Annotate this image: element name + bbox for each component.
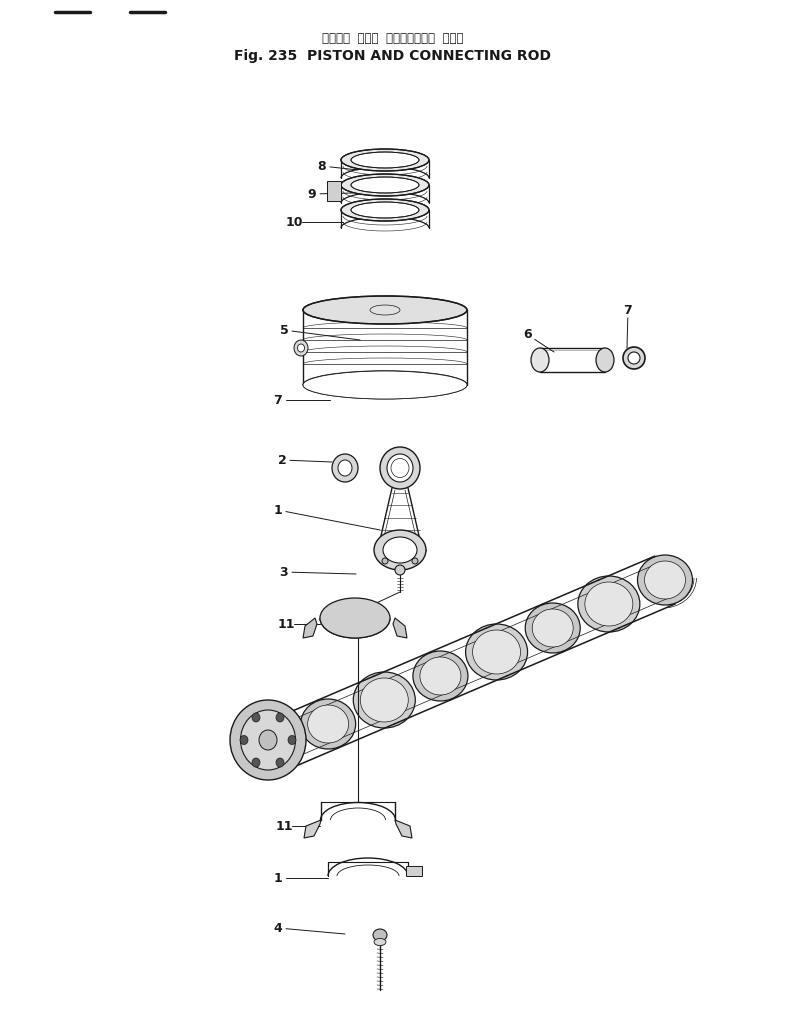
Text: Fig. 235  PISTON AND CONNECTING ROD: Fig. 235 PISTON AND CONNECTING ROD [235, 49, 552, 63]
Ellipse shape [395, 565, 405, 575]
Text: 11: 11 [276, 819, 293, 832]
Ellipse shape [303, 371, 467, 399]
Ellipse shape [338, 460, 352, 476]
Ellipse shape [413, 651, 468, 701]
Ellipse shape [351, 152, 419, 168]
Ellipse shape [241, 720, 303, 776]
Polygon shape [304, 820, 321, 838]
Polygon shape [395, 820, 412, 838]
Ellipse shape [252, 758, 260, 767]
Ellipse shape [525, 603, 580, 653]
Ellipse shape [303, 296, 467, 324]
Ellipse shape [240, 710, 295, 770]
Ellipse shape [623, 347, 645, 369]
Ellipse shape [308, 705, 349, 743]
Ellipse shape [276, 758, 284, 767]
Ellipse shape [380, 447, 420, 489]
Text: 4: 4 [274, 922, 283, 934]
Ellipse shape [644, 561, 685, 599]
Ellipse shape [628, 352, 640, 364]
Ellipse shape [341, 149, 429, 171]
Ellipse shape [353, 672, 415, 728]
Ellipse shape [578, 576, 640, 632]
Ellipse shape [288, 736, 296, 745]
Ellipse shape [259, 730, 277, 750]
Ellipse shape [294, 340, 308, 356]
Ellipse shape [320, 598, 390, 638]
Text: 2: 2 [278, 454, 287, 466]
Ellipse shape [230, 700, 306, 780]
Ellipse shape [420, 657, 461, 695]
Ellipse shape [341, 174, 429, 196]
Text: 6: 6 [524, 328, 532, 342]
Ellipse shape [412, 558, 418, 564]
Ellipse shape [298, 344, 305, 352]
Text: 11: 11 [277, 617, 294, 631]
Ellipse shape [332, 454, 358, 482]
Ellipse shape [248, 726, 296, 770]
Text: 9: 9 [308, 187, 316, 201]
Ellipse shape [466, 624, 528, 680]
Ellipse shape [374, 938, 386, 946]
Text: 5: 5 [279, 323, 288, 336]
Bar [327, 181, 341, 201]
Ellipse shape [383, 537, 417, 563]
Bar [406, 866, 422, 876]
Ellipse shape [373, 929, 387, 941]
Text: 7: 7 [623, 304, 633, 317]
Text: 3: 3 [279, 566, 288, 578]
Ellipse shape [360, 678, 408, 722]
Ellipse shape [351, 202, 419, 218]
Ellipse shape [276, 713, 284, 722]
Ellipse shape [382, 558, 388, 564]
Ellipse shape [531, 348, 549, 372]
Ellipse shape [301, 699, 356, 749]
Polygon shape [303, 618, 317, 638]
Ellipse shape [532, 609, 573, 647]
Ellipse shape [585, 582, 633, 626]
Text: ピストン  および  コネクティング  ロッド: ピストン および コネクティング ロッド [323, 32, 464, 44]
Ellipse shape [473, 630, 520, 674]
Ellipse shape [637, 555, 692, 605]
Ellipse shape [351, 177, 419, 193]
Ellipse shape [341, 199, 429, 221]
Ellipse shape [387, 454, 413, 482]
Text: 10: 10 [285, 215, 303, 228]
Text: 1: 1 [274, 872, 283, 885]
Ellipse shape [240, 736, 248, 745]
Ellipse shape [252, 713, 260, 722]
Text: 7: 7 [274, 393, 283, 406]
Text: 1: 1 [274, 503, 283, 517]
Polygon shape [393, 618, 407, 638]
Ellipse shape [596, 348, 614, 372]
Ellipse shape [374, 530, 426, 570]
Text: 8: 8 [318, 159, 327, 173]
